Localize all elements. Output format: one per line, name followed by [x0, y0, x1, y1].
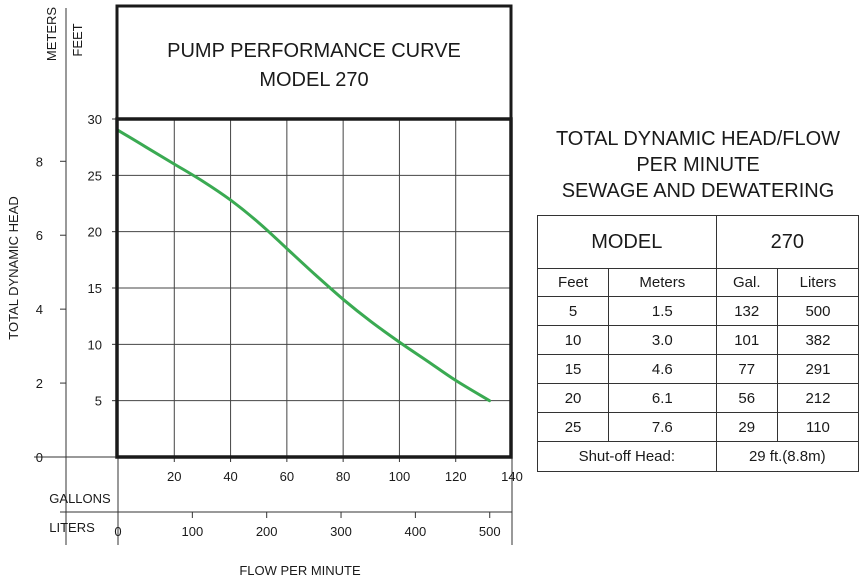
x-liters-tick-label: 100 — [181, 524, 203, 539]
x-liters-tick-label: 300 — [330, 524, 352, 539]
table-title-line-1: TOTAL DYNAMIC HEAD/FLOW — [555, 128, 841, 150]
chart-subtitle: MODEL 270 — [259, 69, 368, 91]
table-row: 25 7.6 29 110 — [536, 412, 860, 442]
table-cell: 3.0 — [608, 325, 717, 355]
table-cell: 29 — [715, 412, 778, 442]
table-row: 20 6.1 56 212 — [536, 383, 860, 413]
performance-table: MODEL 270 Feet Meters Gal. Liters 5 1.5 … — [536, 215, 860, 472]
table-cell: 4.6 — [608, 354, 717, 384]
table-cell: 1.5 — [608, 296, 717, 326]
y-feet-tick-label: 30 — [88, 112, 102, 127]
y-meters-tick-label: 0 — [36, 450, 43, 465]
y-feet-tick-label: 5 — [95, 394, 102, 409]
x-gallons-tick-label: 80 — [336, 469, 350, 484]
header-meters: Meters — [608, 268, 717, 297]
y-feet-tick-label: 10 — [88, 337, 102, 352]
liters-label: LITERS — [49, 520, 95, 535]
table-cell: 10 — [536, 325, 610, 355]
table-row: 5 1.5 132 500 — [536, 296, 860, 326]
chart-title: PUMP PERFORMANCE CURVE — [167, 40, 461, 62]
table-cell: 15 — [536, 354, 610, 384]
table-cell: 5 — [536, 296, 610, 326]
y-meters-tick-label: 4 — [36, 302, 43, 317]
table-cell: 212 — [776, 383, 860, 413]
table-row: 10 3.0 101 382 — [536, 325, 860, 355]
y-meters-tick-label: 8 — [36, 154, 43, 169]
x-liters-tick-label: 500 — [479, 524, 501, 539]
plot-frame — [115, 117, 513, 459]
feet-unit-label: FEET — [70, 23, 85, 56]
header-feet: Feet — [536, 268, 610, 297]
table-header-row: Feet Meters Gal. Liters — [536, 268, 860, 297]
model-value: 270 — [715, 215, 860, 269]
x-gallons-tick-label: 100 — [389, 469, 411, 484]
table-title-line-3: SEWAGE AND DEWATERING — [561, 180, 835, 202]
shutoff-row: Shut-off Head: 29 ft.(8.8m) — [537, 441, 860, 472]
y-feet-tick-label: 15 — [88, 281, 102, 296]
table-title-line-2: PER MINUTE — [636, 154, 760, 176]
header-liters: Liters — [776, 268, 860, 297]
y-feet-tick-label: 25 — [88, 168, 102, 183]
x-axis-title: FLOW PER MINUTE — [239, 563, 361, 578]
y-feet-tick-label: 20 — [88, 225, 102, 240]
gallons-label: GALLONS — [49, 491, 111, 506]
model-label: MODEL — [537, 215, 717, 269]
x-liters-tick-label: 400 — [405, 524, 427, 539]
table-cell: 77 — [715, 354, 778, 384]
x-gallons-tick-label: 140 — [501, 469, 523, 484]
table-cell: 56 — [715, 383, 778, 413]
x-gallons-tick-label: 120 — [445, 469, 467, 484]
table-cell: 382 — [776, 325, 860, 355]
y-meters-tick-label: 2 — [36, 376, 43, 391]
table-cell: 110 — [776, 412, 860, 442]
table-cell: 101 — [715, 325, 778, 355]
table-row: 15 4.6 77 291 — [536, 354, 860, 384]
shutoff-value: 29 ft.(8.8m) — [715, 441, 860, 472]
table-cell: 6.1 — [608, 383, 717, 413]
table-cell: 20 — [536, 383, 610, 413]
table-model-row: MODEL 270 — [537, 215, 860, 269]
header-gal: Gal. — [715, 268, 778, 297]
y-axis-title: TOTAL DYNAMIC HEAD — [6, 196, 21, 340]
table-cell: 132 — [715, 296, 778, 326]
pump-curve-chart: PUMP PERFORMANCE CURVE MODEL 270 METERS … — [6, 4, 523, 578]
x-gallons-tick-label: 60 — [280, 469, 294, 484]
x-liters-tick-label: 200 — [256, 524, 278, 539]
table-cell: 291 — [776, 354, 860, 384]
table-cell: 25 — [536, 412, 610, 442]
x-liters-tick-label: 0 — [114, 524, 121, 539]
x-gallons-tick-label: 20 — [167, 469, 181, 484]
table-title: TOTAL DYNAMIC HEAD/FLOW PER MINUTE SEWAG… — [537, 126, 859, 204]
shutoff-label: Shut-off Head: — [537, 441, 717, 472]
table-cell: 500 — [776, 296, 860, 326]
x-gallons-tick-label: 40 — [223, 469, 237, 484]
title-box — [115, 4, 513, 121]
y-meters-tick-label: 6 — [36, 228, 43, 243]
performance-curve — [116, 128, 491, 403]
table-cell: 7.6 — [608, 412, 717, 442]
meters-unit-label: METERS — [44, 7, 59, 62]
